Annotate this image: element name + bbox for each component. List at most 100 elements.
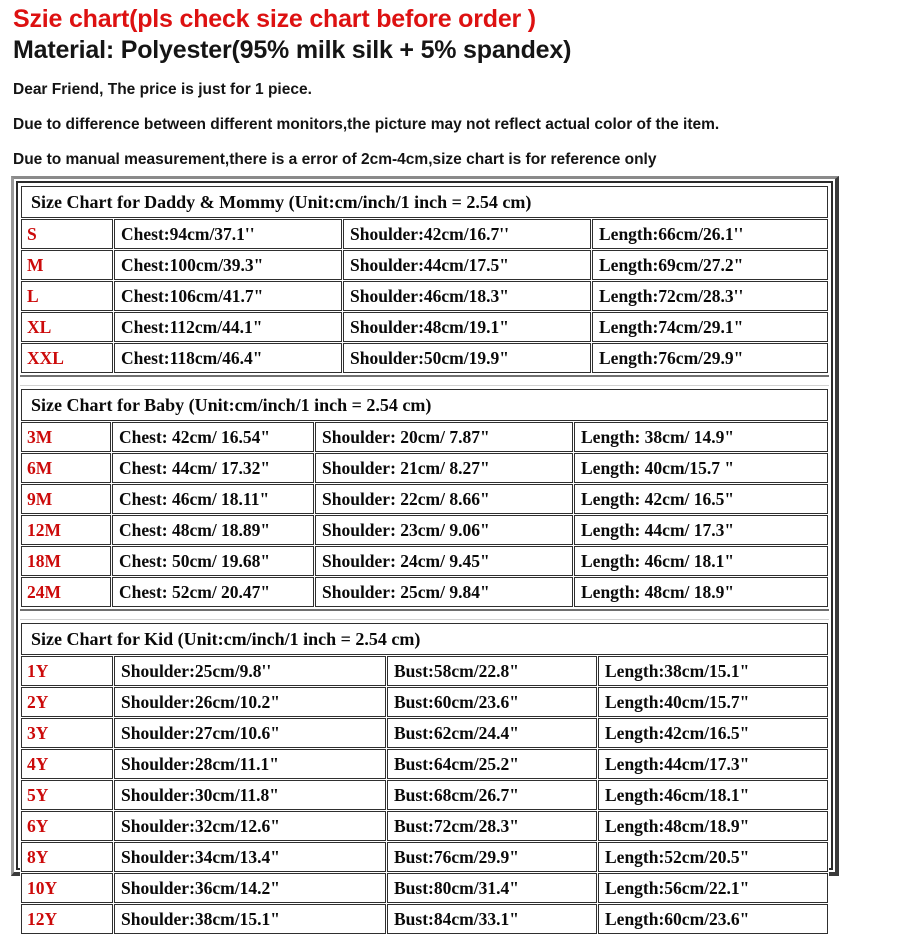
table-row: 6Y Shoulder:32cm/12.6" Bust:72cm/28.3" Leng… <box>21 811 828 841</box>
measurement-cell: Length:60cm/23.6" <box>598 904 828 934</box>
table-row: S Chest:94cm/37.1'' Shoulder:42cm/16.7'' Le… <box>21 219 828 249</box>
table-caption-row: Size Chart for Daddy & Mommy (Unit:cm/in… <box>21 186 828 218</box>
measurement-cell: Chest: 46cm/ 18.11" <box>112 484 314 514</box>
size-table: Size Chart for Daddy & Mommy (Unit:cm/in… <box>20 185 829 374</box>
measurement-cell: Length:52cm/20.5" <box>598 842 828 872</box>
measurement-cell: Length: 38cm/ 14.9" <box>574 422 828 452</box>
size-label-cell: XXL <box>21 343 113 373</box>
table-row: 18M Chest: 50cm/ 19.68" Shoulder: 24cm/ 9.… <box>21 546 828 576</box>
table-row: 2Y Shoulder:26cm/10.2" Bust:60cm/23.6" Leng… <box>21 687 828 717</box>
table-row: 10Y Shoulder:36cm/14.2" Bust:80cm/31.4" Len… <box>21 873 828 903</box>
table-row: 3Y Shoulder:27cm/10.6" Bust:62cm/24.4" Leng… <box>21 718 828 748</box>
size-label-cell: 9M <box>21 484 111 514</box>
size-label-cell: 2Y <box>21 687 113 717</box>
size-label-cell: S <box>21 219 113 249</box>
measurement-cell: Length:48cm/18.9" <box>598 811 828 841</box>
measurement-cell: Length:56cm/22.1" <box>598 873 828 903</box>
size-table: Size Chart for Kid (Unit:cm/inch/1 inch … <box>20 622 829 935</box>
measurement-cell: Length:72cm/28.3'' <box>592 281 828 311</box>
measurement-cell: Length:69cm/27.2" <box>592 250 828 280</box>
table-row: 4Y Shoulder:28cm/11.1" Bust:64cm/25.2" Leng… <box>21 749 828 779</box>
size-label-cell: 10Y <box>21 873 113 903</box>
measurement-cell: Chest: 50cm/ 19.68" <box>112 546 314 576</box>
table-row: 9M Chest: 46cm/ 18.11" Shoulder: 22cm/ 8.6… <box>21 484 828 514</box>
size-label-cell: 12Y <box>21 904 113 934</box>
measurement-cell: Shoulder: 21cm/ 8.27" <box>315 453 573 483</box>
measurement-cell: Chest:106cm/41.7" <box>114 281 342 311</box>
size-label-cell: 1Y <box>21 656 113 686</box>
note-price: Dear Friend, The price is just for 1 pie… <box>13 81 312 98</box>
measurement-cell: Shoulder:25cm/9.8'' <box>114 656 386 686</box>
measurement-cell: Length:66cm/26.1'' <box>592 219 828 249</box>
table-row: 1Y Shoulder:25cm/9.8'' Bust:58cm/22.8" Leng… <box>21 656 828 686</box>
size-table: Size Chart for Baby (Unit:cm/inch/1 inch… <box>20 388 829 608</box>
size-label-cell: 5Y <box>21 780 113 810</box>
table-row: 24M Chest: 52cm/ 20.47" Shoulder: 25cm/ 9.… <box>21 577 828 607</box>
measurement-cell: Chest:118cm/46.4" <box>114 343 342 373</box>
measurement-cell: Shoulder:50cm/19.9" <box>343 343 591 373</box>
measurement-cell: Shoulder:32cm/12.6" <box>114 811 386 841</box>
table-separator <box>20 609 829 620</box>
measurement-cell: Bust:80cm/31.4" <box>387 873 597 903</box>
measurement-cell: Shoulder:46cm/18.3" <box>343 281 591 311</box>
measurement-cell: Chest: 52cm/ 20.47" <box>112 577 314 607</box>
size-table-kid: Size Chart for Kid (Unit:cm/inch/1 inch … <box>20 622 829 935</box>
note-monitor-color: Due to difference between different moni… <box>13 116 720 133</box>
table-row: XL Chest:112cm/44.1" Shoulder:48cm/19.1" Le… <box>21 312 828 342</box>
table-row: 12Y Shoulder:38cm/15.1" Bust:84cm/33.1" Len… <box>21 904 828 934</box>
table-separator <box>20 375 829 386</box>
measurement-cell: Bust:60cm/23.6" <box>387 687 597 717</box>
size-label-cell: 12M <box>21 515 111 545</box>
measurement-cell: Length: 42cm/ 16.5" <box>574 484 828 514</box>
measurement-cell: Shoulder:26cm/10.2" <box>114 687 386 717</box>
size-label-cell: 8Y <box>21 842 113 872</box>
table-row: 6M Chest: 44cm/ 17.32" Shoulder: 21cm/ 8.2… <box>21 453 828 483</box>
measurement-cell: Length:76cm/29.9" <box>592 343 828 373</box>
measurement-cell: Bust:64cm/25.2" <box>387 749 597 779</box>
measurement-cell: Shoulder: 23cm/ 9.06" <box>315 515 573 545</box>
size-label-cell: XL <box>21 312 113 342</box>
measurement-cell: Shoulder:28cm/11.1" <box>114 749 386 779</box>
measurement-cell: Shoulder: 22cm/ 8.66" <box>315 484 573 514</box>
measurement-cell: Shoulder: 24cm/ 9.45" <box>315 546 573 576</box>
table-caption: Size Chart for Baby (Unit:cm/inch/1 inch… <box>21 389 828 421</box>
size-label-cell: 3M <box>21 422 111 452</box>
measurement-cell: Bust:62cm/24.4" <box>387 718 597 748</box>
measurement-cell: Chest:94cm/37.1'' <box>114 219 342 249</box>
size-label-cell: 6M <box>21 453 111 483</box>
measurement-cell: Chest:112cm/44.1" <box>114 312 342 342</box>
size-charts-inner: Size Chart for Daddy & Mommy (Unit:cm/in… <box>16 181 833 935</box>
note-measurement-error: Due to manual measurement,there is a err… <box>13 151 657 168</box>
measurement-cell: Bust:58cm/22.8" <box>387 656 597 686</box>
table-row: 8Y Shoulder:34cm/13.4" Bust:76cm/29.9" Leng… <box>21 842 828 872</box>
size-label-cell: 6Y <box>21 811 113 841</box>
measurement-cell: Chest: 42cm/ 16.54" <box>112 422 314 452</box>
table-row: 3M Chest: 42cm/ 16.54" Shoulder: 20cm/ 7.8… <box>21 422 828 452</box>
table-row: XXL Chest:118cm/46.4" Shoulder:50cm/19.9" L… <box>21 343 828 373</box>
table-row: 12M Chest: 48cm/ 18.89" Shoulder: 23cm/ 9.… <box>21 515 828 545</box>
measurement-cell: Shoulder:34cm/13.4" <box>114 842 386 872</box>
header-block: Szie chart(pls check size chart before o… <box>0 0 904 169</box>
measurement-cell: Shoulder:48cm/19.1" <box>343 312 591 342</box>
table-caption: Size Chart for Kid (Unit:cm/inch/1 inch … <box>21 623 828 655</box>
table-caption: Size Chart for Daddy & Mommy (Unit:cm/in… <box>21 186 828 218</box>
size-label-cell: 24M <box>21 577 111 607</box>
size-table-daddy-mommy: Size Chart for Daddy & Mommy (Unit:cm/in… <box>20 185 829 374</box>
measurement-cell: Bust:76cm/29.9" <box>387 842 597 872</box>
table-row: L Chest:106cm/41.7" Shoulder:46cm/18.3" Len… <box>21 281 828 311</box>
measurement-cell: Shoulder:44cm/17.5" <box>343 250 591 280</box>
measurement-cell: Chest: 44cm/ 17.32" <box>112 453 314 483</box>
measurement-cell: Shoulder: 25cm/ 9.84" <box>315 577 573 607</box>
measurement-cell: Length:42cm/16.5" <box>598 718 828 748</box>
measurement-cell: Length: 40cm/15.7 " <box>574 453 828 483</box>
measurement-cell: Bust:84cm/33.1" <box>387 904 597 934</box>
measurement-cell: Length: 48cm/ 18.9" <box>574 577 828 607</box>
measurement-cell: Length:40cm/15.7" <box>598 687 828 717</box>
measurement-cell: Shoulder:42cm/16.7'' <box>343 219 591 249</box>
measurement-cell: Chest: 48cm/ 18.89" <box>112 515 314 545</box>
table-row: 5Y Shoulder:30cm/11.8" Bust:68cm/26.7" Leng… <box>21 780 828 810</box>
measurement-cell: Length:46cm/18.1" <box>598 780 828 810</box>
measurement-cell: Shoulder:36cm/14.2" <box>114 873 386 903</box>
table-caption-row: Size Chart for Kid (Unit:cm/inch/1 inch … <box>21 623 828 655</box>
